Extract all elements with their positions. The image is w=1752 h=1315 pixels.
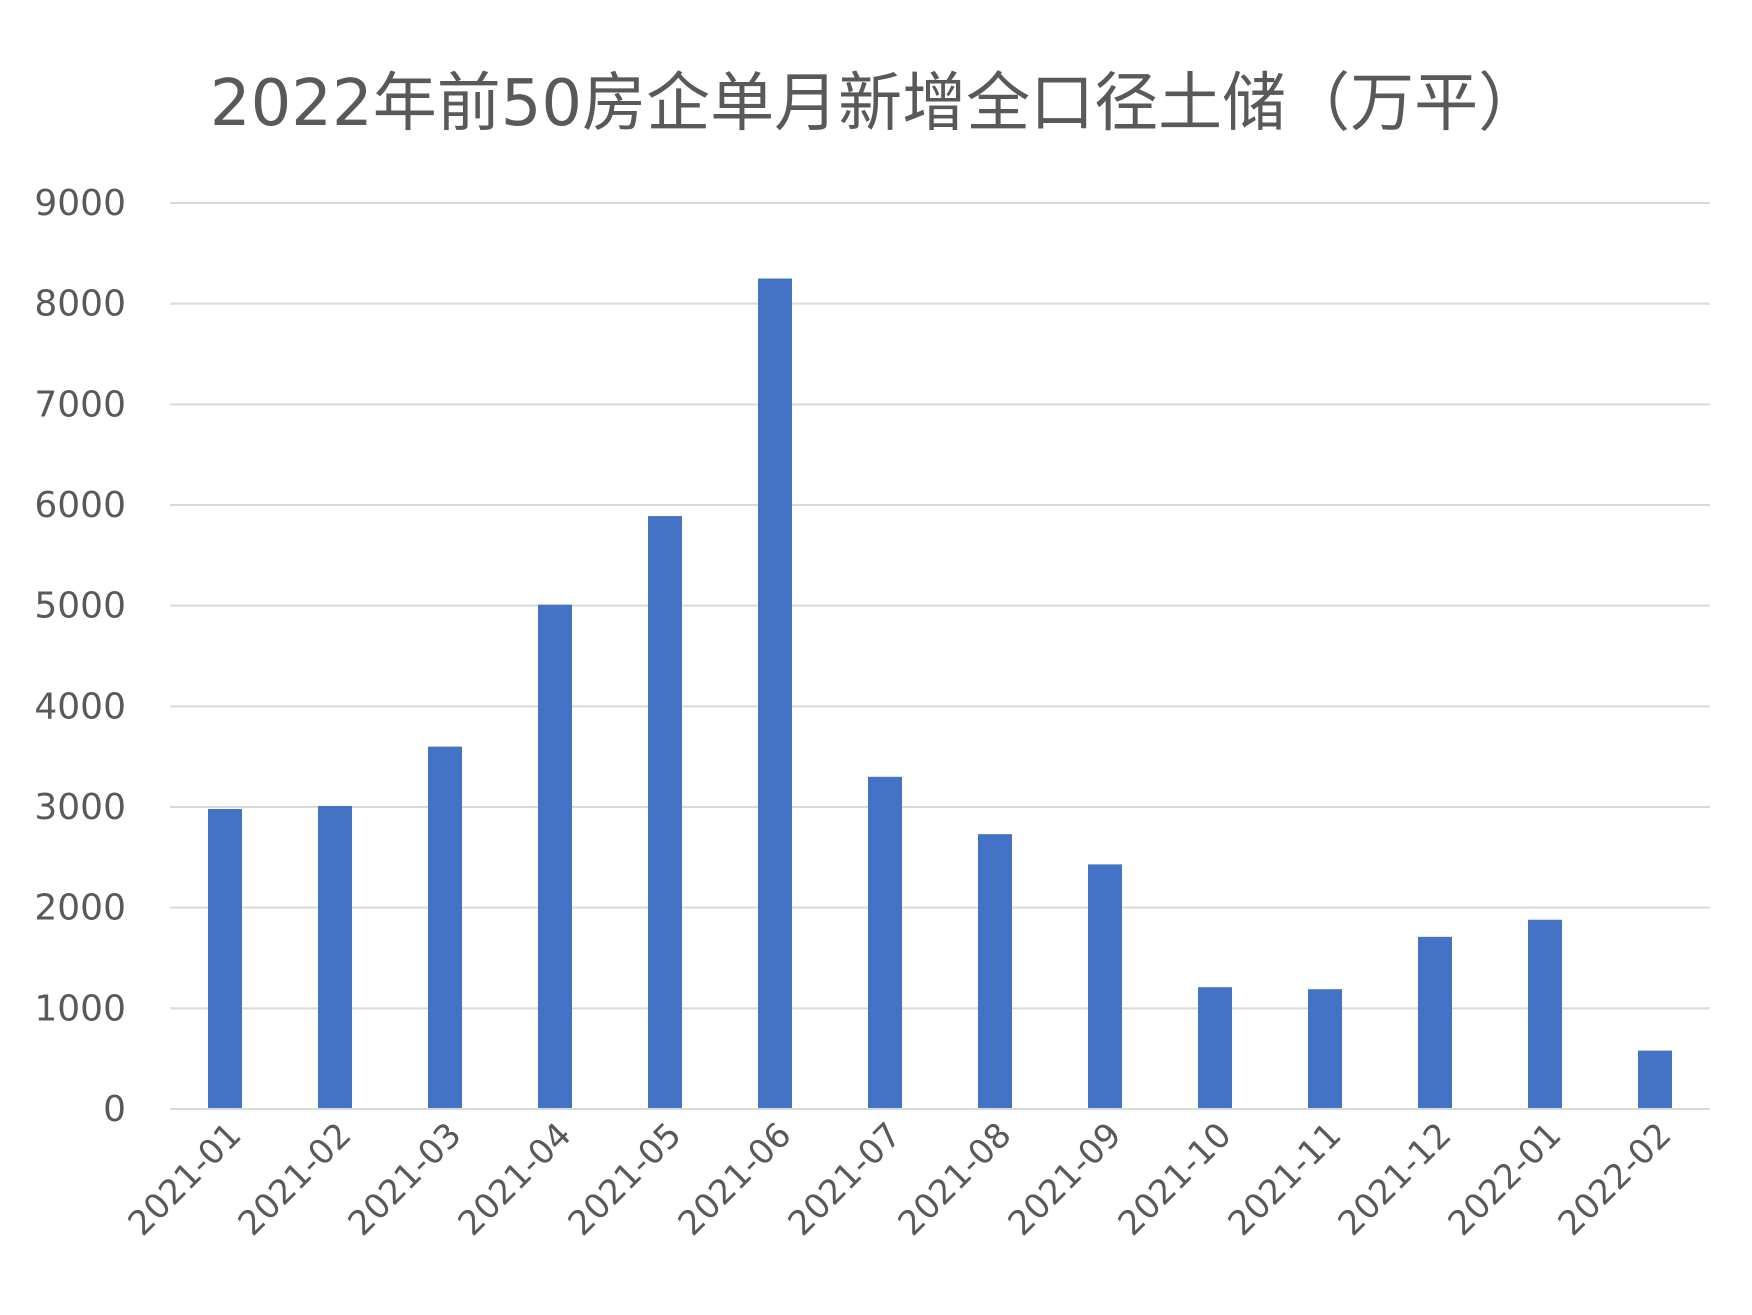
bar	[648, 516, 682, 1109]
x-tick-label: 2021-07	[781, 1115, 910, 1244]
x-tick-label: 2021-06	[671, 1115, 800, 1244]
bar	[978, 834, 1012, 1109]
bar	[318, 805, 352, 1109]
y-tick-label: 4000	[34, 686, 126, 727]
bars	[208, 278, 1672, 1109]
bar	[1198, 987, 1232, 1109]
y-tick-label: 8000	[34, 284, 126, 325]
x-tick-label: 2021-08	[891, 1115, 1020, 1244]
bar	[758, 278, 792, 1109]
y-tick-label: 9000	[34, 183, 126, 224]
x-tick-label: 2021-10	[1111, 1115, 1240, 1244]
x-tick-label: 2021-01	[121, 1115, 250, 1244]
x-tick-label: 2022-02	[1551, 1115, 1680, 1244]
grid-lines	[170, 202, 1710, 1010]
y-tick-label: 1000	[34, 988, 126, 1029]
bar	[538, 604, 572, 1109]
x-tick-label: 2021-04	[451, 1115, 580, 1244]
y-tick-label: 3000	[34, 787, 126, 828]
x-axis-tick-labels: 2021-012021-022021-032021-042021-052021-…	[121, 1115, 1680, 1244]
bar	[1528, 919, 1562, 1109]
bar	[1418, 936, 1452, 1109]
chart-title: 2022年前50房企单月新增全口径土储（万平）	[209, 67, 1543, 141]
x-tick-label: 2021-09	[1001, 1115, 1130, 1244]
x-tick-label: 2021-12	[1331, 1115, 1460, 1244]
bar	[1638, 1050, 1672, 1109]
bar	[428, 746, 462, 1109]
bar	[868, 776, 902, 1109]
y-tick-label: 5000	[34, 586, 126, 627]
x-tick-label: 2021-11	[1221, 1115, 1350, 1244]
bar	[1308, 989, 1342, 1109]
x-tick-label: 2021-05	[561, 1115, 690, 1244]
y-tick-label: 0	[103, 1089, 126, 1130]
y-tick-label: 6000	[34, 485, 126, 526]
bar	[208, 809, 242, 1109]
x-tick-label: 2021-02	[231, 1115, 360, 1244]
y-tick-label: 7000	[34, 384, 126, 425]
x-tick-label: 2021-03	[341, 1115, 470, 1244]
bar	[1088, 864, 1122, 1109]
y-axis-tick-labels: 0 1000 2000 3000 4000 5000 6000 7000 8000 9000	[34, 183, 126, 1130]
y-tick-label: 2000	[34, 888, 126, 929]
x-tick-label: 2022-01	[1441, 1115, 1570, 1244]
